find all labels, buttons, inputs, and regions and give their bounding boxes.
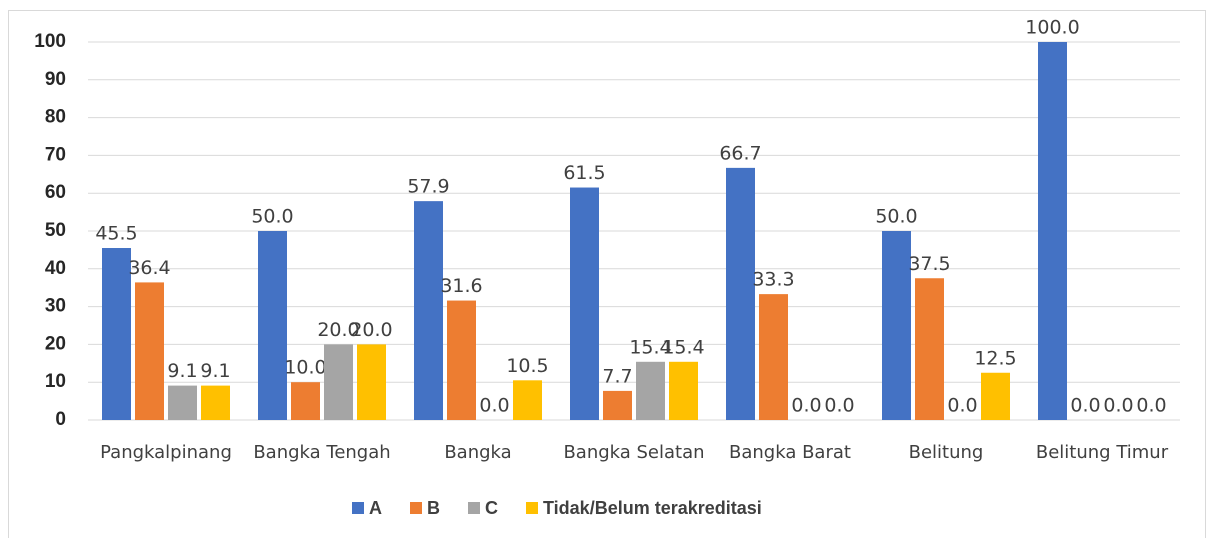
- value-label: 36.4: [128, 257, 170, 279]
- x-tick-label: Bangka Tengah: [253, 442, 390, 463]
- x-tick-label: Belitung: [909, 442, 984, 463]
- y-tick-label: 80: [45, 107, 66, 128]
- chart-frame: [8, 10, 1206, 538]
- value-label: 0.0: [1070, 395, 1100, 417]
- value-label: 37.5: [908, 253, 950, 275]
- bar: [102, 248, 131, 420]
- legend-label: C: [485, 498, 498, 518]
- x-tick-label: Belitung Timur: [1036, 442, 1169, 463]
- value-label: 50.0: [251, 206, 293, 228]
- y-tick-label: 0: [55, 409, 66, 430]
- y-tick-label: 50: [45, 220, 66, 241]
- value-label: 31.6: [440, 275, 482, 297]
- x-tick-label: Pangkalpinang: [100, 442, 232, 463]
- value-label: 10.0: [284, 357, 326, 379]
- bar: [570, 187, 599, 420]
- value-label: 61.5: [563, 162, 605, 184]
- bar: [135, 282, 164, 420]
- value-label: 15.4: [662, 336, 704, 358]
- bar: [258, 231, 287, 420]
- y-tick-label: 20: [45, 333, 66, 354]
- x-tick-label: Bangka Selatan: [563, 442, 704, 463]
- y-tick-label: 30: [45, 296, 66, 317]
- y-tick-label: 60: [45, 182, 66, 203]
- value-label: 33.3: [752, 269, 794, 291]
- y-tick-label: 100: [34, 31, 66, 52]
- value-label: 45.5: [95, 223, 137, 245]
- x-tick-label: Bangka: [444, 442, 511, 463]
- value-label: 0.0: [479, 395, 509, 417]
- value-label: 57.9: [407, 176, 449, 198]
- value-label: 7.7: [602, 365, 632, 387]
- bar: [414, 201, 443, 420]
- value-label: 0.0: [1103, 395, 1133, 417]
- bar: [1038, 42, 1067, 420]
- bar: [669, 361, 698, 420]
- bar: [726, 167, 755, 420]
- legend-swatch: [352, 502, 364, 514]
- value-label: 0.0: [1136, 395, 1166, 417]
- value-label: 0.0: [824, 395, 854, 417]
- value-label: 100.0: [1025, 17, 1079, 39]
- value-label: 9.1: [167, 360, 197, 382]
- bar: [168, 385, 197, 420]
- value-label: 12.5: [974, 347, 1016, 369]
- y-tick-label: 70: [45, 144, 66, 165]
- value-label: 9.1: [200, 360, 230, 382]
- x-tick-label: Bangka Barat: [729, 442, 851, 463]
- legend-label: A: [369, 498, 382, 518]
- value-label: 0.0: [947, 395, 977, 417]
- bar: [324, 344, 353, 420]
- bar: [291, 382, 320, 420]
- value-label: 15.4: [629, 336, 671, 358]
- value-label: 20.0: [317, 319, 359, 341]
- legend-label: Tidak/Belum terakreditasi: [543, 498, 762, 518]
- bar: [915, 278, 944, 420]
- value-label: 50.0: [875, 206, 917, 228]
- bar: [882, 231, 911, 420]
- y-tick-label: 10: [45, 371, 66, 392]
- bar: [636, 361, 665, 420]
- legend-swatch: [526, 502, 538, 514]
- y-tick-label: 40: [45, 258, 66, 279]
- legend-swatch: [468, 502, 480, 514]
- value-label: 66.7: [719, 142, 761, 164]
- value-label: 20.0: [350, 319, 392, 341]
- bar: [513, 380, 542, 420]
- legend-label: B: [427, 498, 440, 518]
- bar: [357, 344, 386, 420]
- bar: [759, 294, 788, 420]
- bar: [447, 300, 476, 420]
- y-tick-label: 90: [45, 69, 66, 90]
- bar: [981, 372, 1010, 420]
- value-label: 0.0: [791, 395, 821, 417]
- value-label: 10.5: [506, 355, 548, 377]
- legend-swatch: [410, 502, 422, 514]
- bar: [201, 385, 230, 420]
- bar: [603, 390, 632, 420]
